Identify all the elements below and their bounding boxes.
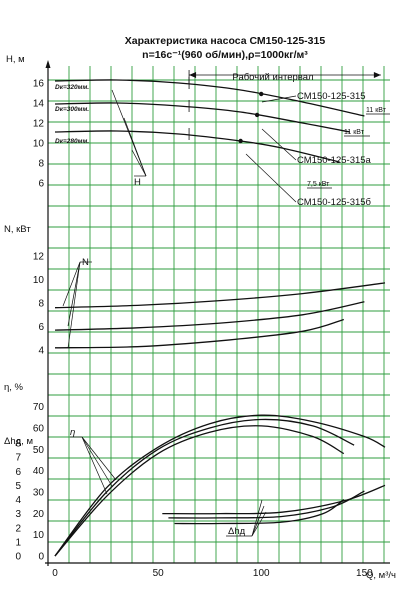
operating-point-3 <box>238 138 243 144</box>
head-tick-14: 14 <box>33 99 45 110</box>
leader-lines <box>62 89 390 537</box>
head-tick-labels: 16 14 12 10 8 6 <box>33 79 45 190</box>
npsh-tick-7: 7 <box>15 453 21 464</box>
efficiency-curve-3 <box>54 425 345 557</box>
power-label-3: 7,5 кВт <box>307 181 330 188</box>
efficiency-curve-1 <box>54 414 386 557</box>
series-label-3: СМ150-125-315б <box>297 197 372 208</box>
x-tick-50: 50 <box>153 568 165 579</box>
working-interval: Рабочий интервал <box>188 70 381 84</box>
head-tick-10: 10 <box>33 139 45 150</box>
power-label-1: 11 кВт <box>366 107 387 114</box>
npsh-tick-2: 2 <box>15 523 21 534</box>
head-tick-8: 8 <box>38 159 44 170</box>
head-curve-2 <box>54 102 351 133</box>
x-tick-100: 100 <box>253 568 270 579</box>
npsh-marker: Δhд <box>228 526 246 537</box>
npsh-curve-2 <box>168 490 365 519</box>
chart-subtitle: n=16c⁻¹(960 об/мин),ρ=1000кг/м³ <box>142 49 308 61</box>
npsh-tick-3: 3 <box>15 509 21 520</box>
power-tick-4: 4 <box>38 346 44 357</box>
head-curve-3 <box>54 130 340 163</box>
head-curve-1 <box>54 79 365 117</box>
power-tick-labels: 12 10 8 6 4 <box>33 251 45 356</box>
head-marker: H <box>134 177 141 188</box>
power-curve-3 <box>54 318 344 349</box>
x-axis-label: Q, м³/ч <box>366 570 396 581</box>
efficiency-tick-10: 10 <box>33 530 45 541</box>
x-tick-labels: 0 50 100 150 <box>52 568 373 579</box>
efficiency-tick-40: 40 <box>33 466 45 477</box>
npsh-tick-5: 5 <box>15 481 21 492</box>
power-curve-1 <box>54 282 386 309</box>
npsh-tick-4: 4 <box>15 495 21 506</box>
head-axis-label: H, м <box>6 54 25 65</box>
npsh-curve-1 <box>162 484 386 515</box>
power-curve-2 <box>54 301 365 331</box>
operating-point-2 <box>254 112 260 118</box>
diameter-label-1: Dк=320мм. <box>55 84 89 91</box>
npsh-tick-6: 6 <box>15 467 21 478</box>
head-tick-12: 12 <box>33 119 45 130</box>
efficiency-tick-30: 30 <box>33 488 45 499</box>
npsh-tick-1: 1 <box>15 537 21 548</box>
working-interval-label: Рабочий интервал <box>232 72 313 83</box>
efficiency-axis-label: η, % <box>4 382 24 393</box>
efficiency-tick-20: 20 <box>33 509 45 520</box>
operating-point-1 <box>259 91 264 97</box>
x-tick-0: 0 <box>52 568 58 579</box>
chart-grid <box>47 66 390 564</box>
efficiency-tick-labels: 70 60 50 40 30 20 10 0 <box>33 402 45 562</box>
efficiency-tick-70: 70 <box>33 402 45 413</box>
power-label-2: 11 кВт <box>344 129 365 136</box>
npsh-tick-0: 0 <box>15 552 21 563</box>
series-label-1: СМ150-125-315 <box>297 91 366 102</box>
efficiency-tick-50: 50 <box>33 445 45 456</box>
npsh-curve-3 <box>174 498 345 525</box>
chart-title: Характеристика насоса СМ150-125-315 <box>125 35 326 47</box>
efficiency-marker: η <box>70 427 75 438</box>
efficiency-tick-0: 0 <box>38 552 44 563</box>
power-tick-10: 10 <box>33 275 45 286</box>
head-tick-16: 16 <box>33 79 45 90</box>
npsh-axis-label: Δhд, м <box>4 436 33 447</box>
head-tick-6: 6 <box>38 179 44 190</box>
x-tick-150: 150 <box>356 568 373 579</box>
series-label-2: СМ150-125-315а <box>297 155 372 166</box>
npsh-tick-8: 8 <box>15 439 21 450</box>
power-marker: N <box>82 257 89 268</box>
power-tick-12: 12 <box>33 251 45 262</box>
chart-axes <box>45 60 390 566</box>
efficiency-tick-60: 60 <box>33 424 45 435</box>
power-tick-6: 6 <box>38 322 44 333</box>
power-axis-label: N, кВт <box>4 224 31 235</box>
efficiency-curve-2 <box>54 418 355 557</box>
power-tick-8: 8 <box>38 299 44 310</box>
npsh-tick-labels: 8 7 6 5 4 3 2 1 0 <box>15 439 21 563</box>
diameter-label-3: Dк=280мм. <box>55 138 89 145</box>
diameter-label-2: Dк=300мм. <box>55 106 89 113</box>
